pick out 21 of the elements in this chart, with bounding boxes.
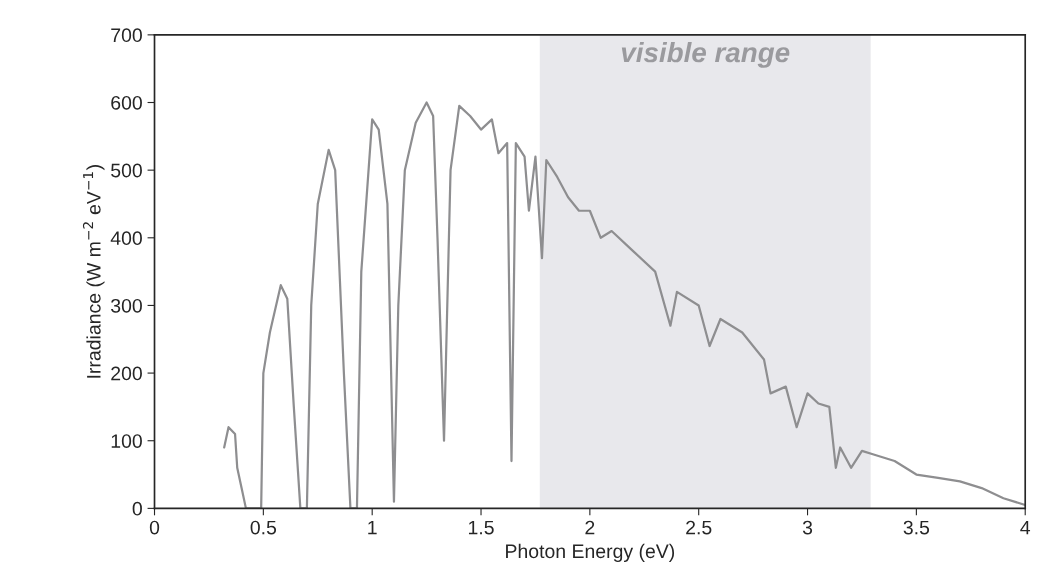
x-tick-label: 1: [368, 520, 377, 535]
y-tick-label: 300: [111, 298, 142, 313]
x-axis-title: Photon Energy (eV): [506, 543, 675, 562]
y-tick-label: 700: [111, 28, 142, 43]
x-tick-label: 3: [802, 520, 813, 535]
x-tick-label: 3.5: [903, 520, 930, 535]
y-tick-label: 0: [132, 501, 142, 516]
y-tick-label: 100: [111, 434, 142, 448]
band-label: visible range: [621, 41, 790, 68]
y-tick-label: 400: [110, 231, 142, 246]
x-tick-label: 2.5: [686, 520, 712, 535]
x-tick-label: 4: [1020, 520, 1031, 535]
y-tick-label: 200: [111, 366, 142, 381]
x-tick-label: 1.5: [468, 520, 494, 535]
x-tick-label: 0.5: [250, 520, 277, 535]
line-series: [223, 101, 1026, 509]
y-tick-label: 600: [111, 95, 142, 110]
y-tick-label: 500: [111, 163, 142, 178]
x-tick-label: 2: [585, 520, 595, 535]
y-axis-title: Irradiance (W m$^{−2}$ eV$^{−1}$): [82, 165, 105, 378]
x-tick-label: 0: [149, 520, 160, 535]
